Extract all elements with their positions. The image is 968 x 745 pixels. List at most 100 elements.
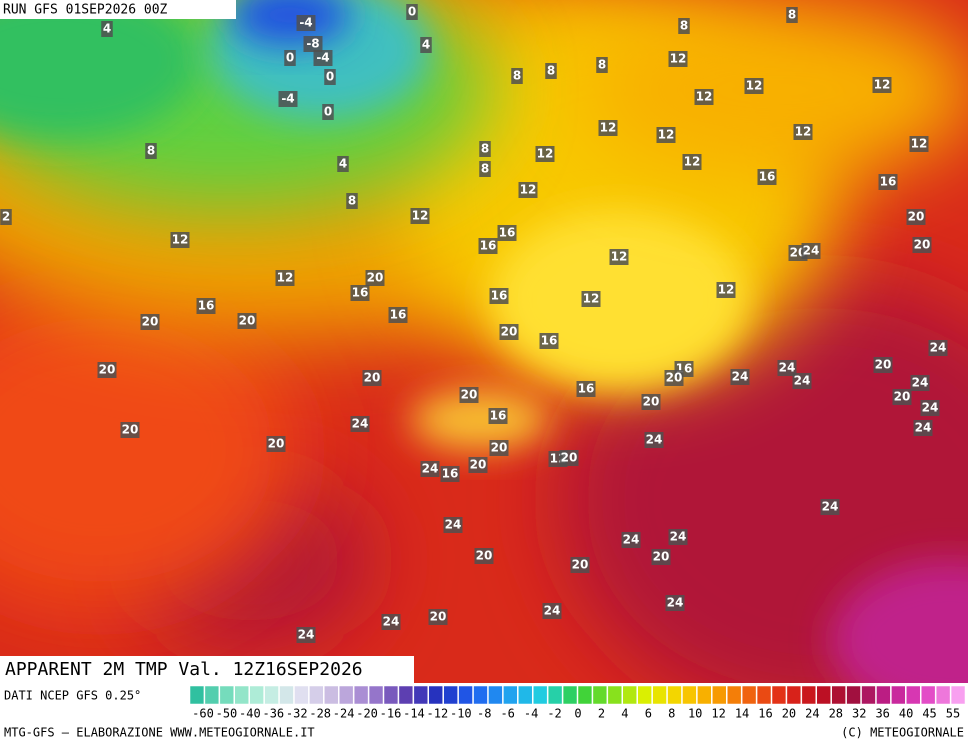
colorbar-cell (234, 685, 249, 705)
map-label-text: 16 (578, 382, 595, 396)
map-label: 8 (346, 193, 358, 209)
colorbar-tick-label: 24 (805, 707, 819, 721)
map-label: 12 (872, 77, 892, 93)
map-label-box (644, 432, 664, 448)
map-label: 20 (651, 549, 671, 565)
map-label-text: 8 (481, 142, 489, 156)
colorbar-cell (518, 685, 533, 705)
map-label-text: 24 (646, 433, 663, 447)
map-label-box (322, 104, 334, 120)
map-label-text: 12 (658, 128, 675, 142)
map-label-text: 20 (239, 314, 256, 328)
colorbar-cell (189, 685, 205, 705)
map-label: 16 (440, 466, 460, 482)
map-label-box (511, 68, 523, 84)
colorbar-cell (219, 685, 235, 705)
map-label-text: 16 (198, 299, 215, 313)
map-label-text: 24 (930, 341, 947, 355)
colorbar-cell (652, 685, 667, 705)
map-label: 24 (644, 432, 664, 448)
map-label-text: 16 (390, 308, 407, 322)
colorbar-cell (876, 685, 891, 705)
map-label-text: 24 (803, 244, 820, 258)
colorbar-tick-label: -60 (192, 707, 214, 721)
map-label-text: 12 (670, 52, 687, 66)
map-label: 12 (656, 127, 676, 143)
map-label-box (296, 627, 316, 643)
map-label-box (324, 69, 336, 85)
map-label-text: 16 (499, 226, 516, 240)
map-label-text: 24 (822, 500, 839, 514)
map-label-box (872, 77, 892, 93)
colorbar-tick-label: 14 (735, 707, 749, 721)
map-label: 20 (120, 422, 140, 438)
map-label: 24 (621, 532, 641, 548)
map-label: 8 (596, 57, 608, 73)
map-label-text: 16 (352, 286, 369, 300)
map-label-box (266, 436, 286, 452)
map-label-box (489, 440, 509, 456)
map-label-box (410, 208, 430, 224)
map-label: 12 (170, 232, 190, 248)
map-label: 24 (928, 340, 948, 356)
map-label-box (120, 422, 140, 438)
map-label: 12 (909, 136, 929, 152)
map-label-text: 20 (491, 441, 508, 455)
map-label-box (909, 136, 929, 152)
colorbar-cell (562, 685, 578, 705)
map-label-box (920, 400, 940, 416)
map-label: 20 (499, 324, 519, 340)
map-label-box (303, 36, 323, 52)
map-label: 20 (912, 237, 932, 253)
map-label-box (906, 209, 926, 225)
header-box (0, 0, 236, 19)
map-label-box (621, 532, 641, 548)
map-label-text: 24 (298, 628, 315, 642)
map-label-text: 8 (788, 8, 796, 22)
colorbar-cell (846, 685, 861, 705)
colorbar-cell (920, 685, 936, 705)
colorbar-tick-label: 32 (852, 707, 866, 721)
map-label-box (664, 370, 684, 386)
colorbar-cell (324, 685, 339, 705)
footer-right: (C) METEOGIORNALE (841, 726, 964, 740)
map-label: 20 (873, 357, 893, 373)
map-label: 20 (365, 270, 385, 286)
colorbar-cell (577, 685, 593, 705)
map-label: 12 (535, 146, 555, 162)
map-label-box (641, 394, 661, 410)
colorbar-cell (592, 685, 608, 705)
colorbar-cell (488, 685, 503, 705)
colorbar-tick-label: 28 (829, 707, 843, 721)
map-label-text: 20 (908, 210, 925, 224)
map-label-box (793, 124, 813, 140)
colorbar-cell (667, 685, 682, 705)
map-label-box (656, 127, 676, 143)
map-label: 20 (140, 314, 160, 330)
map-label-text: 24 (352, 417, 369, 431)
colorbar-cell (682, 685, 697, 705)
map-label-text: -4 (299, 16, 312, 30)
map-label-text: 12 (911, 137, 928, 151)
map-label: 20 (97, 362, 117, 378)
colorbar-cell (697, 685, 712, 705)
map-label-box (668, 51, 688, 67)
colorbar-tick-label: 10 (688, 707, 702, 721)
map-label-text: 8 (598, 58, 606, 72)
title-box (0, 656, 414, 683)
colorbar-cell (264, 685, 279, 705)
map-label: 24 (381, 614, 401, 630)
colorbar-tick-label: 4 (621, 707, 628, 721)
map-label: 20 (237, 313, 257, 329)
map-label-text: 16 (880, 175, 897, 189)
map-label: 16 (757, 169, 777, 185)
map-label-text: 12 (696, 90, 713, 104)
title: APPARENT 2M TMP Val. 12Z16SEP2026 (5, 659, 363, 680)
map-label: 24 (730, 369, 750, 385)
map-label-box (497, 225, 517, 241)
map-label-text: 12 (795, 125, 812, 139)
map-label-text: 24 (922, 401, 939, 415)
map-label-box (296, 15, 316, 31)
colorbar-cell (637, 685, 652, 705)
map-label-text: 24 (779, 361, 796, 375)
